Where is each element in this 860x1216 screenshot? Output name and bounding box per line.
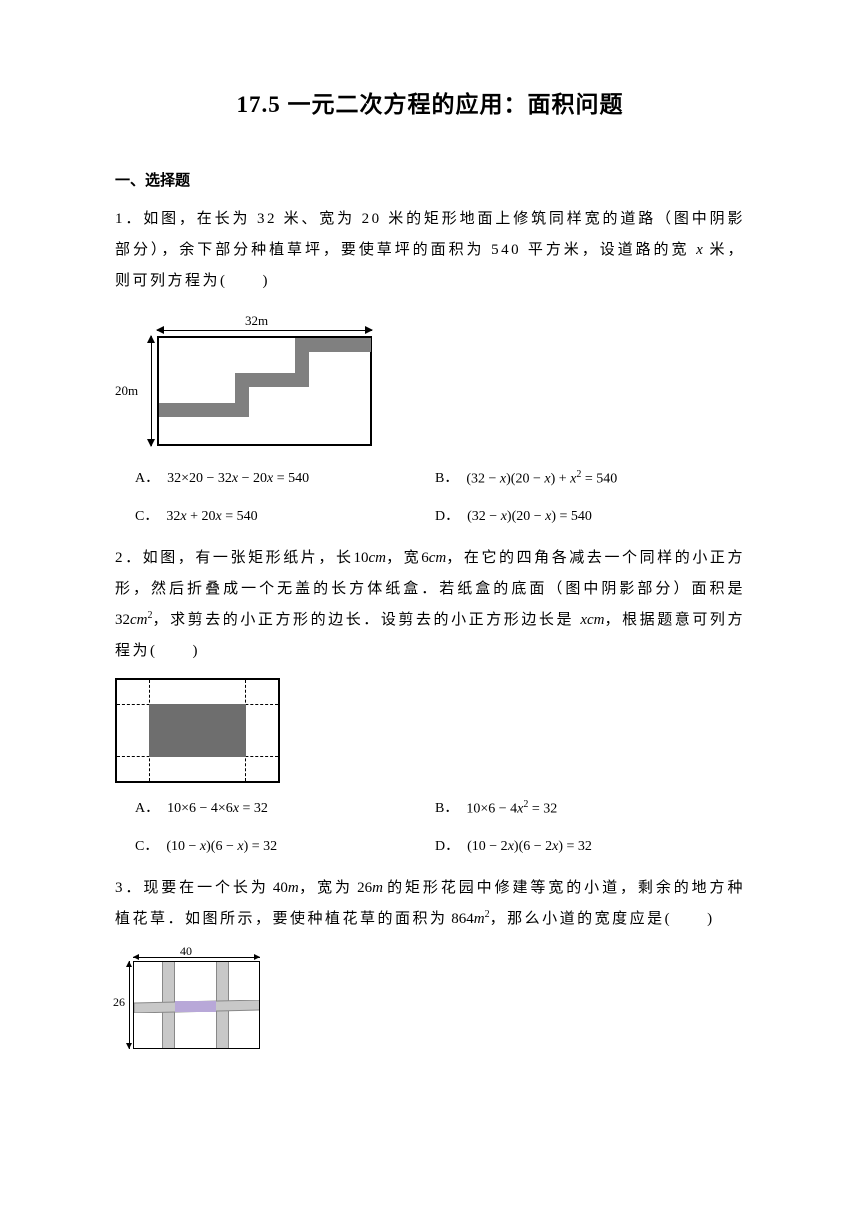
option-1C: C．32x + 20x = 540 bbox=[135, 505, 435, 525]
question-1-options: A．32×20 − 32x − 20x = 540 B．(32 − x)(20 … bbox=[135, 467, 745, 525]
question-2-options: A．10×6 − 4×6x = 32 B．10×6 − 4x2 = 32 C．(… bbox=[135, 797, 745, 855]
section-header: 一、选择题 bbox=[115, 169, 745, 190]
option-1D: D．(32 − x)(20 − x) = 540 bbox=[435, 505, 735, 525]
option-1B: B．(32 − x)(20 − x) + x2 = 540 bbox=[435, 467, 735, 487]
page-title: 17.5 一元二次方程的应用：面积问题 bbox=[115, 85, 745, 119]
question-3-text: 3．现要在一个长为 40m，宽为 26m 的矩形花园中修建等宽的小道，剩余的地方… bbox=[115, 873, 745, 935]
question-1-figure: 32m 20m bbox=[115, 308, 745, 453]
option-2A: A．10×6 − 4×6x = 32 bbox=[135, 797, 435, 817]
question-2-text: 2．如图，有一张矩形纸片，长10cm，宽6cm，在它的四角各减去一个同样的小正方… bbox=[115, 543, 745, 666]
question-2-figure bbox=[115, 678, 745, 783]
question-3-figure: 40 26 bbox=[115, 947, 745, 1052]
option-1A: A．32×20 − 32x − 20x = 540 bbox=[135, 467, 435, 487]
option-2D: D．(10 − 2x)(6 − 2x) = 32 bbox=[435, 835, 735, 855]
option-2C: C．(10 − x)(6 − x) = 32 bbox=[135, 835, 435, 855]
question-1-text: 1．如图，在长为 32 米、宽为 20 米的矩形地面上修筑同样宽的道路（图中阴影… bbox=[115, 204, 745, 296]
option-2B: B．10×6 − 4x2 = 32 bbox=[435, 797, 735, 817]
